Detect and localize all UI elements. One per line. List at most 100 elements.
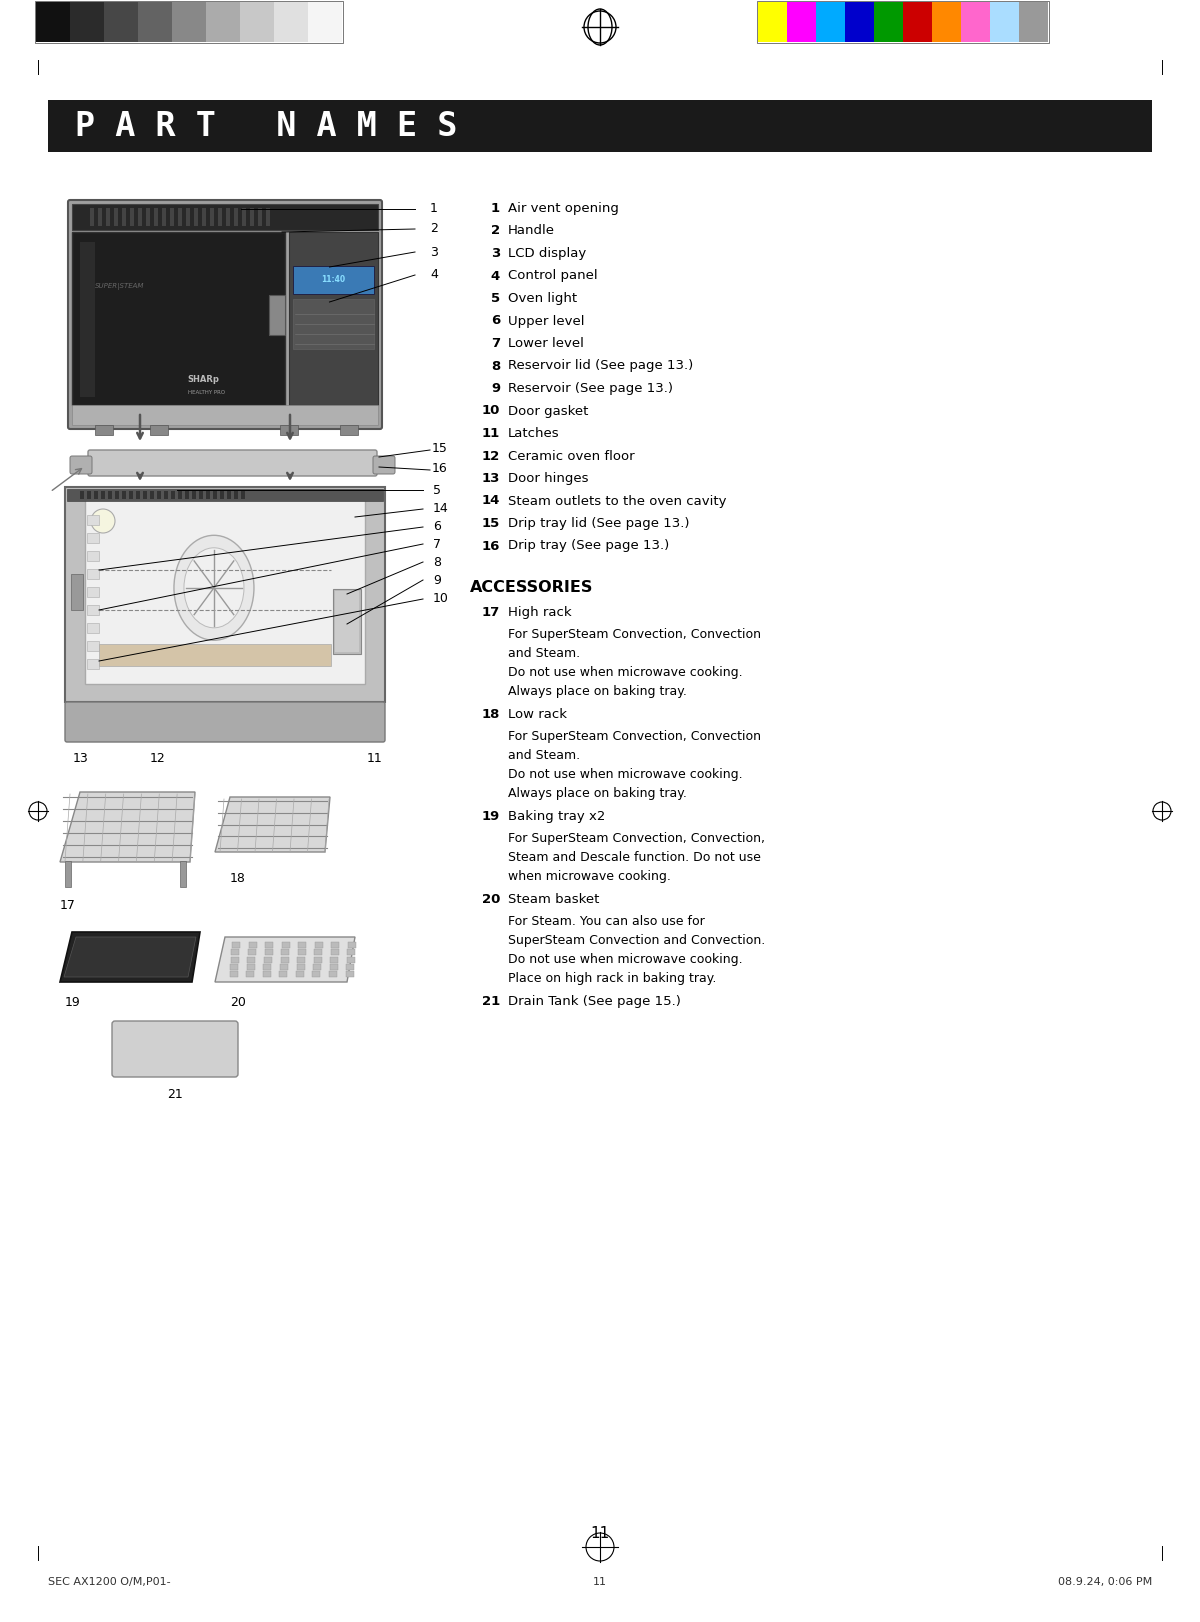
Text: 11: 11: [481, 427, 500, 440]
Text: 5: 5: [433, 483, 442, 496]
Bar: [313, 963, 322, 970]
Bar: [88, 623, 98, 633]
Bar: [296, 963, 305, 970]
Bar: [214, 491, 217, 500]
Bar: [282, 942, 289, 947]
Text: Upper level: Upper level: [508, 315, 584, 328]
Bar: [94, 491, 98, 500]
Text: 17: 17: [60, 899, 76, 912]
Bar: [206, 2, 240, 42]
Bar: [1019, 2, 1048, 42]
Bar: [138, 2, 172, 42]
FancyBboxPatch shape: [373, 456, 395, 474]
Text: Drain Tank (See page 15.): Drain Tank (See page 15.): [508, 994, 680, 1007]
Bar: [162, 208, 166, 225]
Bar: [146, 208, 150, 225]
Bar: [280, 963, 288, 970]
Bar: [108, 491, 112, 500]
Text: 14: 14: [481, 495, 500, 508]
Text: Oven light: Oven light: [508, 292, 577, 305]
Text: 15: 15: [432, 441, 448, 454]
Bar: [88, 641, 98, 650]
Bar: [210, 208, 214, 225]
Text: 14: 14: [433, 503, 449, 516]
Bar: [85, 500, 365, 684]
Bar: [280, 972, 287, 976]
Bar: [874, 2, 904, 42]
Polygon shape: [60, 933, 200, 981]
Bar: [234, 491, 238, 500]
Bar: [35, 2, 343, 44]
Text: 11: 11: [593, 1577, 607, 1586]
Text: SuperSteam Convection and Convection.: SuperSteam Convection and Convection.: [508, 934, 766, 947]
Text: 20: 20: [481, 894, 500, 907]
Bar: [264, 957, 272, 962]
Text: 16: 16: [481, 540, 500, 553]
Text: 10: 10: [433, 592, 449, 605]
Bar: [138, 208, 142, 225]
Bar: [289, 232, 378, 406]
Bar: [347, 957, 355, 962]
Bar: [88, 659, 98, 668]
Circle shape: [91, 509, 115, 534]
Bar: [227, 491, 230, 500]
Text: Steam and Descale function. Do not use: Steam and Descale function. Do not use: [508, 852, 761, 865]
Bar: [330, 957, 338, 962]
Bar: [329, 972, 337, 976]
Bar: [298, 957, 305, 962]
Bar: [180, 861, 186, 887]
Bar: [194, 208, 198, 225]
Bar: [346, 972, 354, 976]
Bar: [232, 949, 239, 955]
Bar: [758, 2, 787, 42]
Bar: [232, 942, 240, 947]
Bar: [143, 491, 148, 500]
Bar: [150, 491, 154, 500]
Text: SEC AX1200 O/M,P01-: SEC AX1200 O/M,P01-: [48, 1577, 170, 1586]
Bar: [88, 491, 91, 500]
Text: 11: 11: [367, 753, 383, 766]
Text: 08.9.24, 0:06 PM: 08.9.24, 0:06 PM: [1057, 1577, 1152, 1586]
Bar: [115, 491, 119, 500]
Bar: [269, 295, 286, 336]
Bar: [206, 491, 210, 500]
Text: 13: 13: [481, 472, 500, 485]
Text: Low rack: Low rack: [508, 707, 568, 722]
Bar: [88, 587, 98, 597]
Bar: [114, 208, 118, 225]
Bar: [340, 425, 358, 435]
Bar: [845, 2, 874, 42]
Text: Door hinges: Door hinges: [508, 472, 588, 485]
Text: 2: 2: [491, 224, 500, 237]
Text: 12: 12: [150, 753, 166, 766]
Bar: [218, 208, 222, 225]
Text: and Steam.: and Steam.: [508, 749, 580, 762]
Bar: [136, 491, 140, 500]
Text: For SuperSteam Convection, Convection,: For SuperSteam Convection, Convection,: [508, 832, 766, 845]
Bar: [314, 949, 323, 955]
Text: 16: 16: [432, 462, 448, 475]
Bar: [164, 491, 168, 500]
Text: 21: 21: [167, 1088, 182, 1101]
Bar: [178, 491, 182, 500]
Bar: [65, 861, 71, 887]
Bar: [178, 208, 182, 225]
Text: 5: 5: [491, 292, 500, 305]
Bar: [961, 2, 990, 42]
Text: 2: 2: [430, 222, 438, 235]
Text: P A R T   N A M E S: P A R T N A M E S: [74, 110, 457, 143]
Bar: [98, 644, 331, 667]
Bar: [246, 972, 254, 976]
FancyBboxPatch shape: [70, 456, 92, 474]
Bar: [293, 298, 374, 349]
Bar: [263, 963, 271, 970]
Text: LCD display: LCD display: [508, 247, 587, 260]
Bar: [192, 491, 196, 500]
Text: 8: 8: [433, 555, 442, 568]
Text: Control panel: Control panel: [508, 269, 598, 282]
Text: 3: 3: [430, 245, 438, 258]
Bar: [280, 425, 298, 435]
Bar: [226, 208, 230, 225]
Text: 15: 15: [481, 517, 500, 530]
Bar: [104, 2, 138, 42]
